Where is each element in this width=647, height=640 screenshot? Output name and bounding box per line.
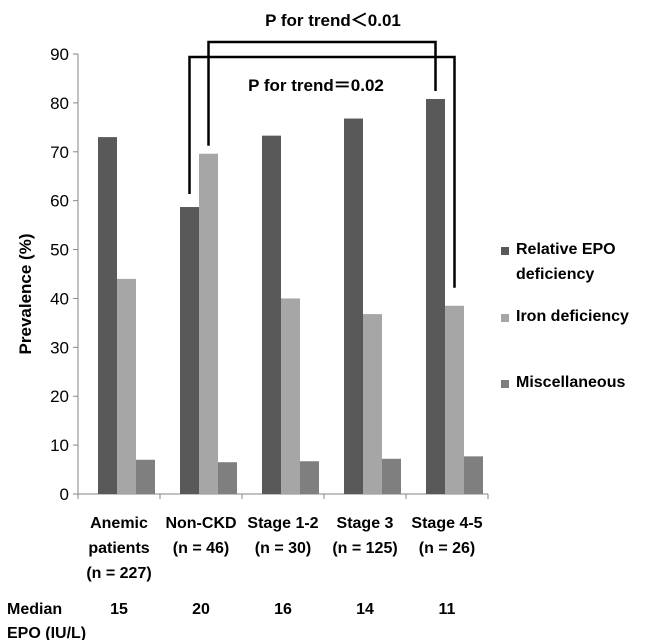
median-epo-value: 20: [192, 601, 210, 618]
legend-label: deficiency: [516, 266, 594, 283]
x-category-label: Non-CKD: [165, 515, 236, 532]
y-axis-label: Prevalence (%): [16, 234, 35, 355]
median-epo-value: 15: [110, 601, 128, 618]
bar: [445, 305, 464, 494]
y-tick-label: 80: [50, 94, 69, 113]
median-epo-value: 14: [356, 601, 374, 618]
x-category-label: (n = 125): [332, 540, 397, 557]
x-category-label: patients: [88, 540, 149, 557]
y-tick-label: 40: [50, 289, 69, 308]
footer-label: Median: [7, 601, 62, 618]
bar: [281, 298, 300, 494]
legend-label: Miscellaneous: [516, 374, 625, 391]
bar: [98, 137, 117, 494]
footer-label: EPO (IU/L): [7, 625, 86, 640]
bar: [426, 98, 445, 494]
bar: [300, 461, 319, 494]
bar: [382, 458, 401, 494]
y-tick-label: 50: [50, 241, 69, 260]
bar: [218, 462, 237, 494]
legend-swatch: [501, 380, 509, 388]
bar: [180, 207, 199, 494]
median-epo-value: 11: [439, 601, 456, 618]
y-tick-label: 90: [50, 45, 69, 64]
bar: [117, 278, 136, 494]
x-category-label: (n = 30): [255, 540, 311, 557]
legend-label: Iron deficiency: [516, 308, 629, 325]
annotation-label: P for trend＝0.02: [248, 76, 384, 95]
y-tick-label: 70: [50, 143, 69, 162]
y-tick-label: 30: [50, 338, 69, 357]
legend-swatch: [501, 314, 509, 322]
significance-bracket-inner: [188, 55, 456, 288]
bar: [262, 135, 281, 494]
bar: [363, 314, 382, 494]
y-tick-label: 20: [50, 387, 69, 406]
bar: [136, 459, 155, 494]
annotation-label: P for trend＜0.01: [265, 11, 401, 30]
x-category-label: (n = 26): [419, 540, 475, 557]
y-tick-label: 60: [50, 192, 69, 211]
x-category-label: (n = 46): [173, 540, 229, 557]
x-category-label: (n = 227): [86, 565, 151, 582]
y-tick-label: 10: [50, 436, 69, 455]
significance-bracket-outer: [207, 40, 437, 146]
x-category-label: Stage 4-5: [411, 515, 482, 532]
bar: [344, 118, 363, 495]
y-tick-label: 0: [60, 485, 69, 504]
legend-label: Relative EPO: [516, 241, 616, 258]
legend-swatch: [501, 247, 509, 255]
x-category-label: Stage 3: [337, 515, 394, 532]
bar: [464, 456, 483, 494]
median-epo-value: 16: [274, 601, 292, 618]
bar: [199, 153, 218, 494]
x-category-label: Anemic: [90, 515, 148, 532]
x-category-label: Stage 1-2: [247, 515, 318, 532]
